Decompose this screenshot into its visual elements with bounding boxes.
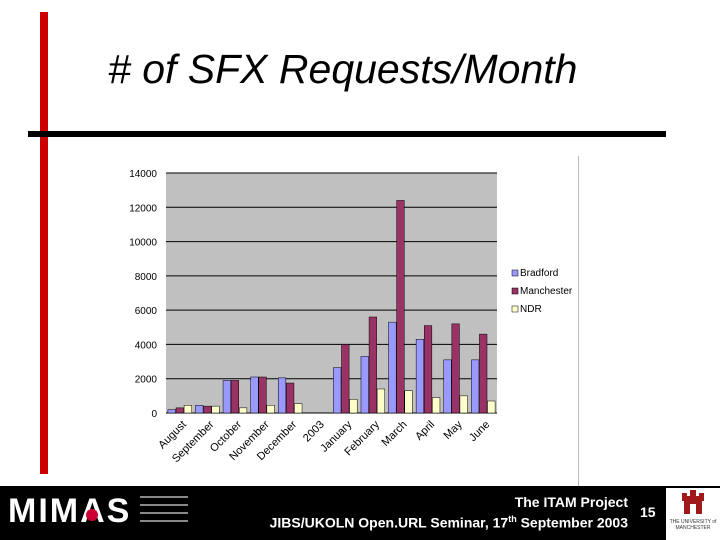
y-tick-label: 12000 <box>129 203 157 214</box>
footer-seminar: JIBS/UKOLN Open.URL Seminar, 17th Septem… <box>270 514 628 531</box>
bar-bradford-september <box>195 405 204 414</box>
x-tick-label: March <box>379 419 409 449</box>
bar-manchester-january <box>341 344 350 414</box>
legend-label-manchester: Manchester <box>520 286 573 297</box>
bar-manchester-december <box>286 382 295 414</box>
legend-label-ndr: NDR <box>520 304 542 315</box>
bar-manchester-november <box>258 376 267 414</box>
bar-ndr-september <box>211 405 220 414</box>
footer-seminar-sup: th <box>508 514 517 524</box>
x-tick-label: June <box>467 419 492 444</box>
y-tick-label: 2000 <box>135 375 158 386</box>
bar-ndr-december <box>294 403 303 414</box>
bar-manchester-february <box>368 316 377 414</box>
chart-frame-line <box>578 156 579 486</box>
bar-bradford-april <box>415 339 424 414</box>
slide-title: # of SFX Requests/Month <box>108 46 578 92</box>
mimas-logo: MIMAS <box>8 492 132 530</box>
bar-ndr-february <box>376 388 386 414</box>
logo-dot-icon <box>86 509 98 521</box>
bar-manchester-march <box>396 200 405 414</box>
title-rule <box>28 131 666 137</box>
university-crest-icon <box>682 490 704 514</box>
footer-project: The ITAM Project <box>514 494 628 510</box>
y-tick-label: 10000 <box>129 238 157 249</box>
footer-bar <box>0 486 720 540</box>
bar-bradford-may <box>443 359 452 414</box>
bar-manchester-may <box>451 323 460 414</box>
footer-seminar-post: September 2003 <box>516 514 628 531</box>
footer-seminar-pre: JIBS/UKOLN Open.URL Seminar, 17 <box>269 514 509 531</box>
page-number: 15 <box>640 504 656 520</box>
bar-bradford-february <box>360 356 369 414</box>
bar-manchester-october <box>230 380 240 414</box>
bar-manchester-september <box>203 405 212 414</box>
bar-bradford-january <box>333 367 342 414</box>
bar-manchester-august <box>175 407 184 414</box>
bar-bradford-august <box>167 409 176 414</box>
legend-swatch-manchester <box>511 287 519 295</box>
bar-ndr-november <box>266 405 275 414</box>
bar-bradford-june <box>471 359 480 414</box>
y-tick-label: 4000 <box>135 340 158 351</box>
legend-swatch-bradford <box>511 269 519 277</box>
bar-bradford-march <box>388 321 397 414</box>
bar-bradford-november <box>250 376 259 414</box>
bar-ndr-march <box>404 390 413 414</box>
bar-ndr-may <box>459 395 468 414</box>
accent-bar <box>40 12 48 474</box>
y-tick-label: 6000 <box>135 306 158 317</box>
bar-manchester-june <box>479 333 488 414</box>
legend-swatch-ndr <box>511 305 519 313</box>
legend-label-bradford: Bradford <box>520 268 558 279</box>
y-tick-label: 14000 <box>129 169 157 180</box>
bar-ndr-january <box>349 399 358 414</box>
bar-ndr-june <box>487 400 496 414</box>
x-tick-label: May <box>442 418 466 442</box>
plot-area <box>166 173 497 413</box>
bar-chart: 02000400060008000100001200014000AugustSe… <box>129 169 573 465</box>
y-tick-label: 8000 <box>135 272 158 283</box>
bar-bradford-december <box>277 377 287 414</box>
bar-bradford-october <box>222 380 231 414</box>
logo-subtext-lines <box>140 496 188 526</box>
x-tick-label: April <box>413 419 437 443</box>
bar-ndr-april <box>432 397 441 414</box>
bar-ndr-october <box>239 407 248 414</box>
bar-manchester-april <box>423 325 433 414</box>
bar-ndr-august <box>183 405 192 414</box>
y-tick-label: 0 <box>151 409 157 420</box>
crest-caption: THE UNIVERSITY of MANCHESTER <box>669 519 717 531</box>
